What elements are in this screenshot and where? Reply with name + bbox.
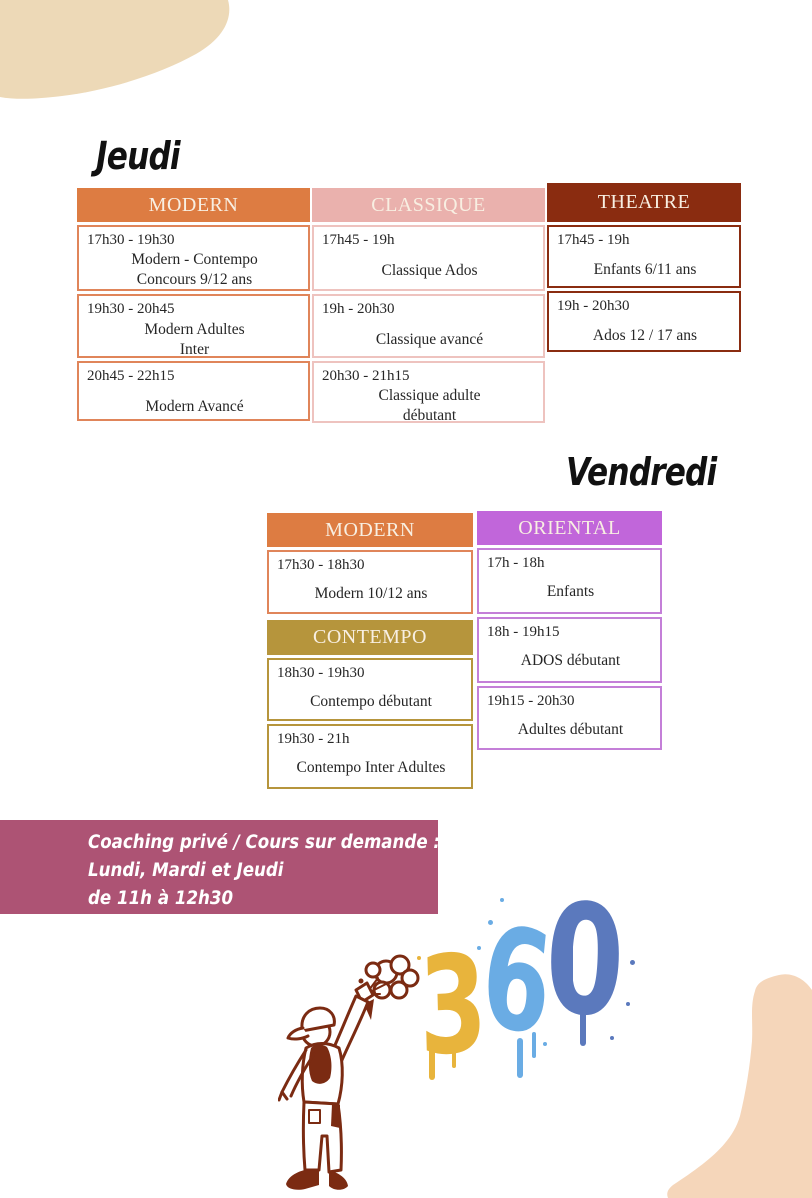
spray-nozzle [358,978,364,984]
cell-name: Classique avancé [375,331,484,348]
banner-line-1: Coaching privé / Cours sur demande : [88,832,441,853]
spray-cloud-puff [389,954,411,976]
banner-line-2: Lundi, Mardi et Jeudi [88,859,284,881]
jeudi-modern-cell-3: 20h45 - 22h15 Modern Avancé [77,361,310,421]
vendredi-contempo-header: CONTEMPO [267,620,473,655]
backpack [308,1044,332,1084]
jeudi-classique-cell-2: 19h - 20h30 Classique avancé [312,294,545,358]
cell-time: 17h45 - 19h [322,232,395,248]
cell-name: débutant [402,407,457,425]
cap-brim [286,1026,310,1041]
vendredi-oriental-column: ORIENTAL 17h - 18h Enfants 18h - 19h15 A… [477,511,662,750]
vendredi-contempo-cell-2: 19h30 - 21h Contempo Inter Adultes [267,724,473,789]
graffiti-artist-illustration [278,954,420,1190]
paint-speckle [630,960,635,965]
corner-blob-top-left [0,0,230,99]
corner-blob-bottom-right [667,974,812,1198]
cell-time: 19h30 - 21h [277,731,350,747]
cell-name: Modern Adultes [144,321,245,338]
pocket [308,1109,321,1124]
cell-time: 17h45 - 19h [557,232,630,248]
hanging-arm [278,1048,316,1102]
vendredi-modern-contempo-column: MODERN 17h30 - 18h30 Modern 10/12 ans CO… [267,513,473,789]
jeudi-modern-column: MODERN 17h30 - 19h30 Modern - Contempo C… [77,188,310,421]
spray-cloud-puff [364,961,382,979]
vendredi-title: Vendredi [566,450,717,494]
cell-name: Classique adulte [378,387,481,404]
jeudi-schedule-table: MODERN 17h30 - 19h30 Modern - Contempo C… [77,183,741,428]
cell-time: 18h30 - 19h30 [277,665,365,681]
cell-name: Adultes débutant [517,721,624,738]
vendredi-oriental-cell-3: 19h15 - 20h30 Adultes débutant [477,686,662,750]
shoe-right [329,1172,348,1190]
paint-drip [532,1032,536,1058]
cell-name: Concours 9/12 ans [136,271,253,289]
cell-name: Modern - Contempo [131,251,258,268]
cell-name: Contempo Inter Adultes [296,759,446,776]
spray-cloud-puff [389,980,409,1000]
vendredi-modern-header: MODERN [267,513,473,547]
cell-time: 19h - 20h30 [557,298,630,314]
cell-time: 17h30 - 18h30 [277,557,365,573]
raised-arm [330,994,370,1062]
jeudi-classique-cell-3: 20h30 - 21h15 Classique adulte débutant [312,361,545,425]
cell-name: Modern Avancé [145,398,244,415]
jeudi-theatre-header: THEATRE [547,183,741,222]
jeudi-theatre-column: THEATRE 17h45 - 19h Enfants 6/11 ans 19h… [547,183,741,352]
cell-time: 17h30 - 19h30 [87,232,175,248]
paint-drip [580,1010,586,1046]
paint-drip [517,1038,523,1078]
cell-time: 20h45 - 22h15 [87,368,175,384]
banner-line-3: de 11h à 12h30 [88,887,234,909]
jeudi-classique-column: CLASSIQUE 17h45 - 19h Classique Ados 19h… [312,188,545,425]
paint-speckle [488,920,493,925]
vendredi-oriental-cell-1: 17h - 18h Enfants [477,548,662,614]
jeudi-modern-header: MODERN [77,188,310,222]
cell-time: 18h - 19h15 [487,624,560,640]
paint-speckle [417,956,421,960]
paint-speckle [626,1002,630,1006]
cell-name: Inter [179,341,210,359]
jeudi-classique-header: CLASSIQUE [312,188,545,222]
cell-name: Modern 10/12 ans [314,585,428,602]
jeudi-modern-cell-2: 19h30 - 20h45 Modern Adultes Inter [77,294,310,358]
cell-name: Enfants 6/11 ans [593,261,697,278]
paint-speckle [500,898,504,902]
coaching-banner: Coaching privé / Cours sur demande : Lun… [0,820,441,914]
vendredi-oriental-header: ORIENTAL [477,511,662,545]
jeudi-title: Jeudi [96,134,181,178]
paint-drip [452,1046,456,1068]
pants-patch [331,1104,340,1128]
cap [300,1006,336,1033]
vendredi-schedule-table: MODERN 17h30 - 18h30 Modern 10/12 ans CO… [267,511,662,796]
jeudi-modern-cell-1: 17h30 - 19h30 Modern - Contempo Concours… [77,225,310,291]
cell-time: 19h30 - 20h45 [87,301,175,317]
vendredi-contempo-cell-1: 18h30 - 19h30 Contempo débutant [267,658,473,721]
cell-time: 20h30 - 21h15 [322,368,410,384]
paint-speckle [477,946,481,950]
jeudi-theatre-cell-1: 17h45 - 19h Enfants 6/11 ans [547,225,741,288]
paint-drip [429,1038,435,1080]
jeudi-theatre-cell-2: 19h - 20h30 Ados 12 / 17 ans [547,291,741,352]
cell-time: 19h15 - 20h30 [487,693,575,709]
paint-speckle [543,1042,547,1046]
vendredi-modern-cell-1: 17h30 - 18h30 Modern 10/12 ans [267,550,473,614]
vendredi-oriental-cell-2: 18h - 19h15 ADOS débutant [477,617,662,683]
cell-time: 19h - 20h30 [322,301,395,317]
cell-name: Contempo débutant [310,693,432,710]
paint-speckle [610,1036,614,1040]
jeudi-classique-cell-1: 17h45 - 19h Classique Ados [312,225,545,291]
cell-name: Enfants [546,583,595,600]
shoe-left [286,1170,319,1190]
cell-name: ADOS débutant [520,652,621,669]
cell-time: 17h - 18h [487,555,545,571]
spray-cloud-puff [400,968,420,988]
cell-name: Classique Ados [381,262,478,279]
spray-cloud-puff [372,980,392,1000]
paint-drip [566,935,573,987]
cell-name: Ados 12 / 17 ans [592,327,698,344]
